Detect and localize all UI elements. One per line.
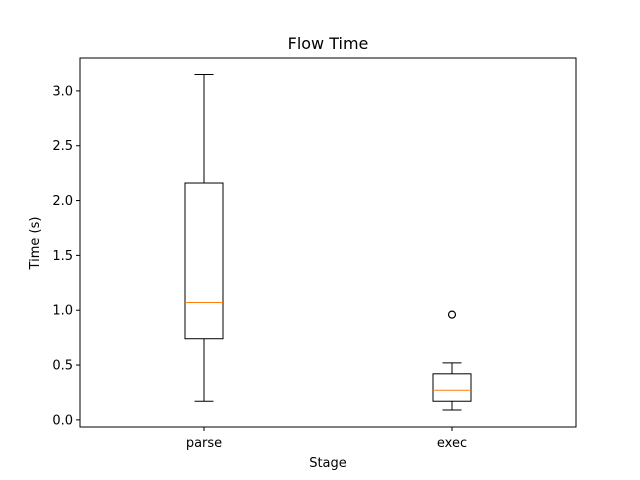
y-tick-label: 0.5 bbox=[52, 359, 73, 374]
chart-title: Flow Time bbox=[288, 34, 369, 53]
y-tick-label: 3.0 bbox=[52, 84, 73, 99]
x-tick-label: parse bbox=[186, 436, 222, 451]
y-tick-label: 2.5 bbox=[52, 139, 73, 154]
box-parse bbox=[184, 73, 224, 402]
plot-area-frame bbox=[79, 57, 577, 428]
y-tick-label: 1.0 bbox=[52, 304, 73, 319]
y-tick-label: 1.5 bbox=[52, 249, 73, 264]
box-exec bbox=[432, 310, 472, 411]
x-axis: parse exec bbox=[186, 427, 467, 451]
outlier-point bbox=[447, 310, 457, 319]
x-tick-label: exec bbox=[437, 436, 467, 451]
iqr-box bbox=[184, 182, 224, 340]
y-tick-label: 2.0 bbox=[52, 194, 73, 209]
iqr-box bbox=[432, 373, 472, 402]
x-axis-label: Stage bbox=[309, 456, 347, 471]
y-axis: 0.0 0.5 1.0 1.5 2.0 2.5 3.0 bbox=[52, 84, 80, 428]
y-tick-label: 0.0 bbox=[52, 413, 73, 428]
box-series bbox=[184, 73, 472, 411]
y-axis-label: Time (s) bbox=[28, 217, 43, 271]
